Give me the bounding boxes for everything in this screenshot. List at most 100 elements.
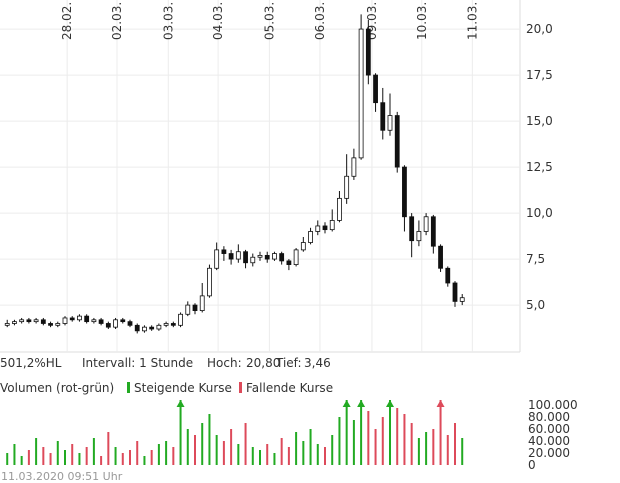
candle-body	[452, 282, 458, 302]
high-label: Hoch:	[207, 356, 242, 370]
candle-body	[394, 115, 400, 168]
volume-bar	[150, 450, 153, 465]
volume-bar	[172, 447, 175, 465]
candle-body	[337, 197, 342, 221]
volume-bar	[338, 417, 341, 465]
volume-bar	[454, 423, 456, 465]
volume-bar	[114, 447, 117, 465]
x-tick-label: 10.03.	[415, 2, 429, 40]
candle-body	[105, 323, 111, 328]
candle-body	[402, 166, 407, 218]
volume-bar	[331, 435, 334, 465]
overflow-arrow	[386, 400, 394, 407]
candle-body	[264, 254, 270, 260]
volume-tick-label: 100.000	[528, 398, 578, 412]
timestamp: 11.03.2020 09:51 Uhr	[1, 470, 123, 483]
overflow-arrow	[357, 400, 366, 407]
candle-body	[293, 249, 299, 265]
candle-body	[77, 315, 82, 321]
volume-bar	[13, 444, 16, 465]
volume-bar	[157, 444, 160, 465]
y-tick-label: 5,0	[526, 298, 545, 312]
volume-bar	[374, 429, 377, 465]
volume-tick-label: 40.000	[528, 434, 570, 448]
volume-bar	[266, 444, 269, 465]
volume-bar	[345, 400, 348, 465]
volume-bar	[143, 456, 146, 465]
candle-body	[286, 260, 292, 265]
volume-bar	[49, 453, 52, 465]
candle-body	[33, 319, 39, 323]
candle-body	[4, 323, 10, 326]
volume-bar	[280, 438, 283, 465]
interval-info: Intervall: 1 Stunde	[82, 356, 193, 370]
candle-body	[199, 295, 205, 311]
volume-bar	[417, 438, 420, 465]
volume-bar	[446, 435, 449, 465]
candle-body	[113, 319, 118, 328]
candle-body	[163, 323, 169, 326]
x-tick-label: 11.03.	[465, 2, 479, 40]
volume-bar	[439, 400, 442, 465]
candle-body	[170, 323, 176, 326]
candle-body	[438, 245, 443, 269]
volume-bar	[222, 441, 225, 465]
volume-bar	[201, 423, 204, 465]
volume-bar	[186, 429, 189, 465]
x-tick-label: 03.03.	[161, 2, 175, 40]
volume-bar	[403, 414, 406, 465]
volume-bar	[230, 429, 233, 465]
volume-bar	[461, 438, 464, 465]
volume-bar	[71, 444, 74, 465]
volume-bar	[85, 447, 88, 465]
candle-body	[329, 220, 335, 231]
volume-bar	[92, 438, 95, 465]
legend-swatch	[127, 382, 130, 393]
volume-bar	[316, 444, 319, 465]
y-tick-label: 17,5	[526, 68, 553, 82]
candle-body	[120, 319, 126, 323]
volume-bar	[352, 420, 355, 465]
volume-tick-label: 0	[528, 458, 536, 472]
volume-bar	[129, 450, 131, 465]
candle-body	[315, 225, 321, 232]
legend-swatch	[239, 382, 242, 393]
candle-body	[358, 28, 364, 159]
volume-bar	[425, 432, 428, 465]
x-tick-label: 04.03.	[211, 2, 225, 40]
candle-body	[235, 251, 241, 260]
range-info: 501,2%HL	[0, 356, 62, 370]
volume-bar	[389, 400, 391, 465]
candle-body	[221, 249, 227, 254]
candle-body	[12, 321, 17, 324]
overflow-arrow	[342, 400, 351, 407]
candle-body	[409, 216, 415, 242]
candle-body	[48, 323, 53, 326]
candle-body	[459, 297, 465, 302]
volume-bar	[78, 453, 81, 465]
candle-body	[300, 242, 306, 251]
candle-body	[55, 323, 61, 326]
candle-body	[250, 256, 256, 264]
volume-bar	[42, 447, 45, 465]
candle-body	[207, 267, 212, 297]
volume-bar	[27, 450, 30, 465]
candle-body	[214, 249, 220, 269]
candle-body	[127, 321, 133, 326]
candle-body	[322, 225, 328, 231]
x-tick-label: 28.02.	[60, 2, 74, 40]
volume-bar	[208, 414, 211, 465]
candle-body	[423, 216, 429, 232]
candle-body	[430, 216, 436, 247]
candle-body	[387, 115, 393, 131]
candle-body	[40, 319, 46, 324]
volume-bar	[100, 456, 103, 465]
volume-bar	[302, 441, 305, 465]
volume-tick-label: 80.000	[528, 410, 570, 424]
candle-body	[416, 231, 422, 242]
candle-body	[149, 326, 155, 330]
low-value: 3,46	[304, 356, 331, 370]
volume-bar	[215, 435, 218, 465]
candle-body	[19, 319, 25, 323]
candle-body	[351, 157, 357, 177]
